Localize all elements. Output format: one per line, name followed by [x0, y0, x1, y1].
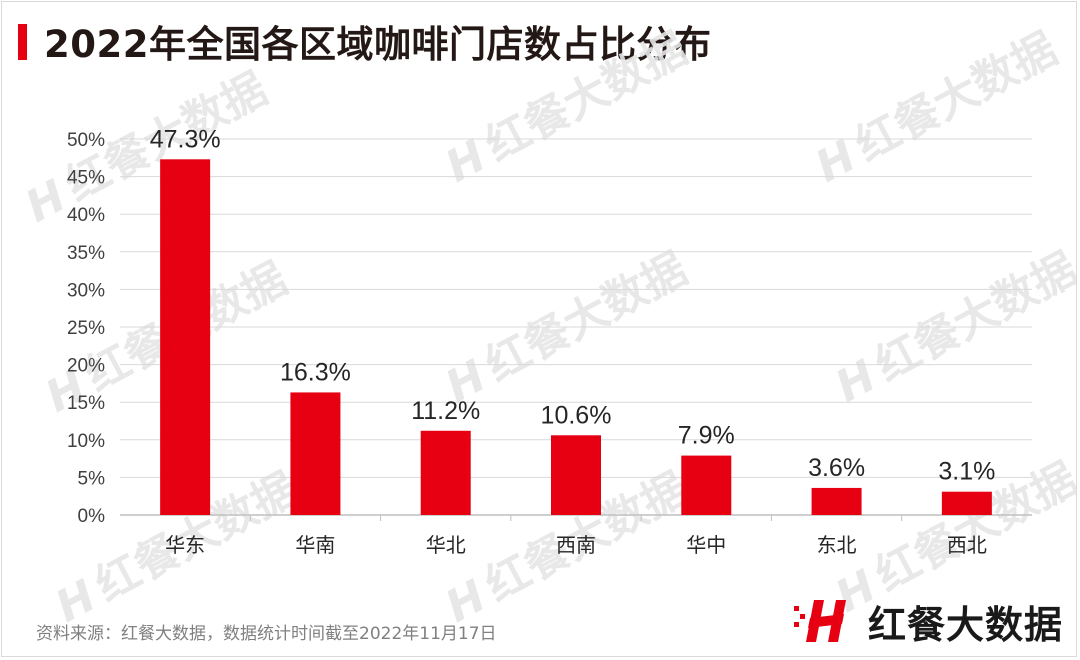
- bar: [420, 430, 471, 515]
- x-tick-label: 华东: [165, 533, 205, 557]
- y-tick-label: 35%: [67, 243, 105, 264]
- y-tick-label: 0%: [78, 506, 106, 527]
- y-tick-label: 30%: [67, 280, 105, 301]
- y-tick-label: 5%: [78, 468, 106, 489]
- y-tick-label: 20%: [67, 356, 105, 377]
- data-label: 3.1%: [938, 458, 995, 486]
- data-label: 7.9%: [678, 422, 735, 450]
- x-tick-label: 东北: [817, 533, 857, 557]
- brand-h-logo-icon: [794, 600, 846, 642]
- x-tick-label: 华北: [426, 533, 466, 557]
- x-tick-label: 华中: [686, 533, 726, 557]
- x-tick-label: 西北: [947, 533, 987, 557]
- bar: [290, 392, 341, 515]
- x-tick-label: 华南: [295, 533, 335, 557]
- y-tick-label: 10%: [67, 431, 105, 452]
- brand-logo-group: 红餐大数据: [792, 596, 1064, 647]
- data-label: 11.2%: [411, 397, 480, 425]
- x-tick-label: 西南: [556, 533, 596, 557]
- chart-title: 2022年全国各区域咖啡门店数占比分布: [44, 23, 712, 66]
- y-tick-label: 50%: [67, 130, 105, 151]
- bar: [681, 455, 732, 515]
- data-label: 3.6%: [808, 454, 865, 482]
- y-tick-label: 40%: [67, 205, 105, 226]
- bar: [811, 487, 862, 515]
- bar: [160, 159, 211, 515]
- source-note: 资料来源：红餐大数据，数据统计时间截至2022年11月17日: [36, 624, 497, 644]
- data-label: 10.6%: [541, 401, 612, 429]
- y-tick-label: 15%: [67, 393, 105, 414]
- bar: [551, 435, 601, 515]
- data-label: 16.3%: [280, 358, 351, 386]
- bar: [941, 491, 992, 515]
- y-tick-label: 25%: [67, 318, 105, 339]
- bar-chart: 0% 5% 10% 15% 20% 25% 30% 35% 40% 45% 50% 47.3% 华东 16…: [67, 125, 1032, 557]
- data-label: 47.3%: [150, 125, 221, 153]
- brand-name: 红餐大数据: [868, 602, 1064, 647]
- title-accent-bar: [18, 24, 27, 60]
- y-tick-label: 45%: [67, 168, 105, 189]
